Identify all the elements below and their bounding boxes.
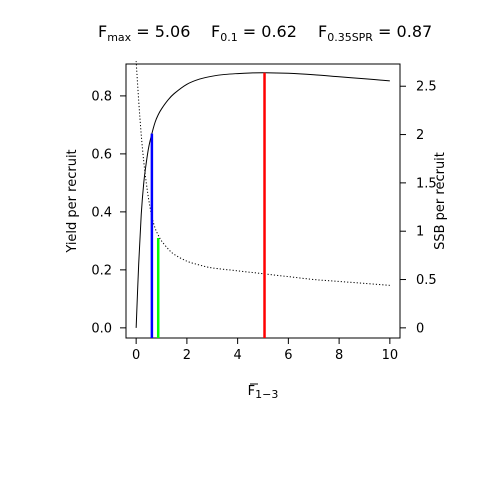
y-right-tick-label: 2.5: [416, 80, 437, 95]
y-left-tick-label: 0.0: [91, 321, 112, 336]
y-right-tick-label: 0: [416, 321, 424, 336]
y-right-tick-label: 0.5: [416, 273, 437, 288]
x-tick-label: 2: [183, 348, 191, 363]
y-left-tick-label: 0.2: [91, 263, 112, 278]
series-layer: [135, 61, 390, 328]
x-tick-label: 4: [233, 348, 241, 363]
x-tick-label: 6: [284, 348, 292, 363]
yield-per-recruit-line: [135, 72, 390, 328]
reference-lines: [150, 72, 266, 338]
x-axis-title: F1−3: [248, 384, 279, 401]
y-axis-left-title: Yield per recruit: [65, 149, 80, 253]
ssb-per-recruit-line: [135, 61, 390, 286]
y-right-tick-label: 1.5: [416, 176, 437, 191]
y-left-tick-label: 0.6: [91, 147, 112, 162]
title-fmax: Fmax = 5.06: [98, 22, 190, 44]
y-axis-right: 0 0.5 1 1.5 2 2.5: [400, 80, 437, 336]
x-tick-label: 10: [382, 348, 399, 363]
x-tick-label: 0: [132, 348, 140, 363]
x-tick-label: 8: [335, 348, 343, 363]
title-f01: F0.1 = 0.62: [211, 22, 297, 44]
plot-frame: [125, 63, 401, 339]
y-right-tick-label: 1: [416, 225, 424, 240]
y-left-tick-label: 0.8: [91, 89, 112, 104]
chart-title: Fmax = 5.06 F0.1 = 0.62 F0.35SPR = 0.87: [98, 22, 432, 44]
y-right-tick-label: 2: [416, 128, 424, 143]
y-axis-left: 0.0 0.2 0.4 0.6 0.8: [91, 89, 126, 336]
x-axis: 0 2 4 6 8 10: [132, 338, 398, 363]
y-axis-right-title: SSB per recruit: [433, 152, 448, 250]
y-left-tick-label: 0.4: [91, 205, 112, 220]
title-fspr: F0.35SPR = 0.87: [318, 22, 432, 44]
